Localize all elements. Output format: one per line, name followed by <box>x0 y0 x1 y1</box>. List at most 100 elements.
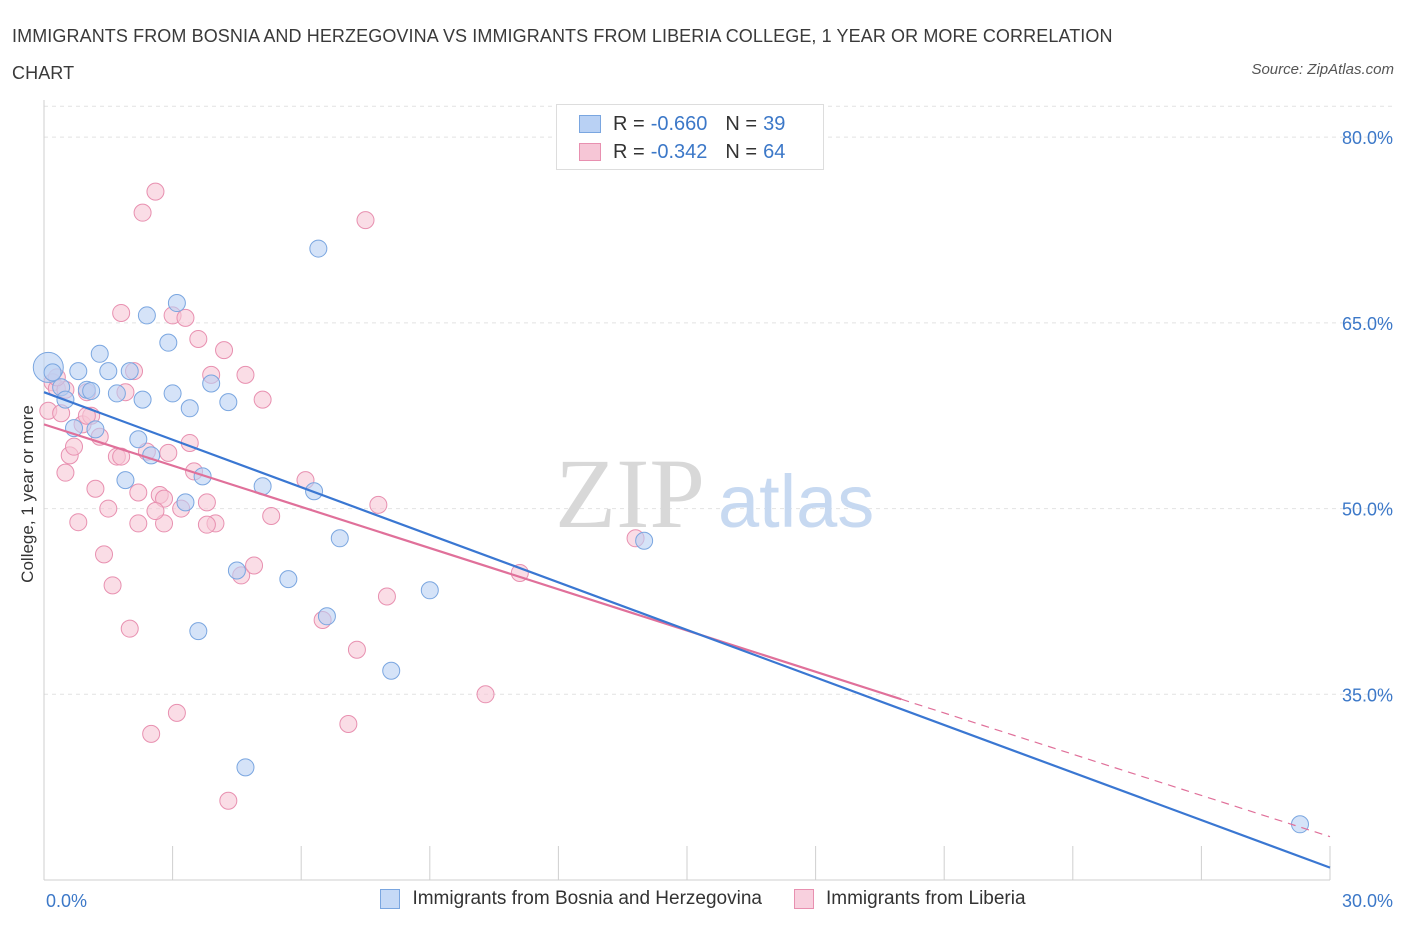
data-point-liberia <box>155 489 174 508</box>
y-tick-label: 50.0% <box>1342 500 1393 520</box>
data-point-bosnia <box>107 384 126 403</box>
data-point-bosnia <box>133 390 152 409</box>
data-point-liberia <box>189 329 208 348</box>
data-point-liberia <box>369 495 388 514</box>
data-point-bosnia <box>279 570 298 589</box>
data-point-bosnia <box>129 430 148 449</box>
data-point-bosnia <box>227 561 246 580</box>
data-point-liberia <box>56 463 75 482</box>
data-point-liberia <box>159 443 178 462</box>
series-legend-label: Immigrants from Liberia <box>825 888 1026 909</box>
legend-n-label: N = <box>725 112 758 135</box>
data-point-liberia <box>146 502 165 521</box>
data-point-liberia <box>215 341 234 360</box>
series-legend-bosnia: Immigrants from Bosnia and Herzegovina <box>380 888 762 910</box>
axes <box>43 100 1331 881</box>
data-point-bosnia <box>330 529 349 548</box>
data-point-liberia <box>69 513 88 532</box>
data-point-bosnia <box>180 399 199 418</box>
watermark-atlas: atlas <box>718 460 874 543</box>
y-tick-label: 65.0% <box>1342 314 1393 334</box>
data-point-liberia <box>155 514 174 533</box>
data-point-liberia <box>347 640 366 659</box>
legend-r-value: -0.342 <box>650 140 708 163</box>
data-point-bosnia <box>309 239 328 258</box>
tick-labels: 35.0% 50.0% 65.0% 80.0% 0.0% 30.0% <box>46 128 1393 911</box>
y-tick-label: 80.0% <box>1342 128 1393 148</box>
legend-n-value: 64 <box>763 140 786 163</box>
data-point-bosnia <box>1290 815 1309 834</box>
trend-line-liberia-extension <box>901 698 1331 838</box>
correlation-legend: R = -0.660 N = 39 R = -0.342 N = 64 <box>556 104 824 170</box>
series-bosnia-points <box>32 239 1309 834</box>
data-point-liberia <box>65 437 84 456</box>
data-point-liberia <box>197 515 216 534</box>
data-point-bosnia <box>43 363 62 382</box>
data-point-liberia <box>262 507 281 525</box>
data-point-bosnia <box>116 471 135 490</box>
legend-swatch-blue <box>579 115 601 133</box>
data-point-liberia <box>236 365 255 384</box>
data-point-liberia <box>129 483 148 502</box>
legend-r-label: R = <box>613 112 645 135</box>
x-tick-label: 0.0% <box>46 891 87 911</box>
data-point-liberia <box>112 303 131 322</box>
data-point-liberia <box>167 703 186 722</box>
data-point-liberia <box>253 390 272 409</box>
x-tick-label: 30.0% <box>1342 891 1393 911</box>
series-legend: Immigrants from Bosnia and Herzegovina I… <box>0 888 1406 910</box>
data-point-liberia <box>86 479 105 498</box>
legend-r-label: R = <box>613 140 645 163</box>
series-swatch-pink <box>793 889 814 909</box>
legend-row-bosnia: R = -0.660 N = 39 <box>579 112 785 136</box>
y-tick-label: 35.0% <box>1342 685 1393 705</box>
legend-r-value: -0.660 <box>650 112 708 135</box>
data-point-bosnia <box>120 362 139 381</box>
chart-title: IMMIGRANTS FROM BOSNIA AND HERZEGOVINA V… <box>12 26 1113 83</box>
grid-lines <box>44 105 1395 695</box>
data-point-liberia <box>95 545 114 564</box>
series-liberia-points <box>39 182 645 810</box>
data-point-liberia <box>120 619 139 638</box>
legend-row-liberia: R = -0.342 N = 64 <box>579 140 785 164</box>
data-point-bosnia <box>167 294 186 313</box>
data-point-liberia <box>129 514 148 533</box>
data-point-bosnia <box>317 607 336 626</box>
data-point-liberia <box>476 685 495 704</box>
series-swatch-blue <box>380 889 401 909</box>
data-point-bosnia <box>82 381 101 400</box>
source-label: Source: ZipAtlas.com <box>1251 61 1394 78</box>
legend-swatch-pink <box>579 143 601 161</box>
data-point-liberia <box>356 211 375 230</box>
data-point-bosnia <box>635 531 654 550</box>
data-point-bosnia <box>99 362 118 381</box>
data-point-liberia <box>197 493 216 512</box>
series-legend-liberia: Immigrants from Liberia <box>793 888 1026 910</box>
data-point-liberia <box>133 203 152 222</box>
data-point-bosnia <box>176 493 195 512</box>
trend-lines <box>43 391 1331 869</box>
trend-line-liberia <box>43 423 902 701</box>
data-point-bosnia <box>202 374 221 393</box>
data-point-bosnia <box>219 393 238 412</box>
data-point-bosnia <box>90 344 109 363</box>
data-point-bosnia <box>163 384 182 403</box>
data-point-bosnia <box>86 420 105 439</box>
legend-n-label: N = <box>725 140 758 163</box>
watermark-zip: ZIP <box>555 438 705 549</box>
data-point-liberia <box>146 182 165 201</box>
data-point-bosnia <box>236 758 255 777</box>
data-point-bosnia <box>420 581 439 600</box>
data-point-liberia <box>219 791 238 810</box>
data-point-liberia <box>377 587 396 606</box>
data-point-liberia <box>103 576 122 595</box>
legend-n-value: 39 <box>763 112 786 135</box>
data-point-liberia <box>245 556 264 575</box>
data-point-bosnia <box>159 333 178 352</box>
y-axis-label: College, 1 year or more <box>18 405 37 583</box>
trend-line-bosnia <box>43 391 1331 869</box>
watermark: ZIP atlas <box>555 438 874 549</box>
data-point-liberia <box>142 724 161 743</box>
data-point-bosnia <box>382 661 401 680</box>
